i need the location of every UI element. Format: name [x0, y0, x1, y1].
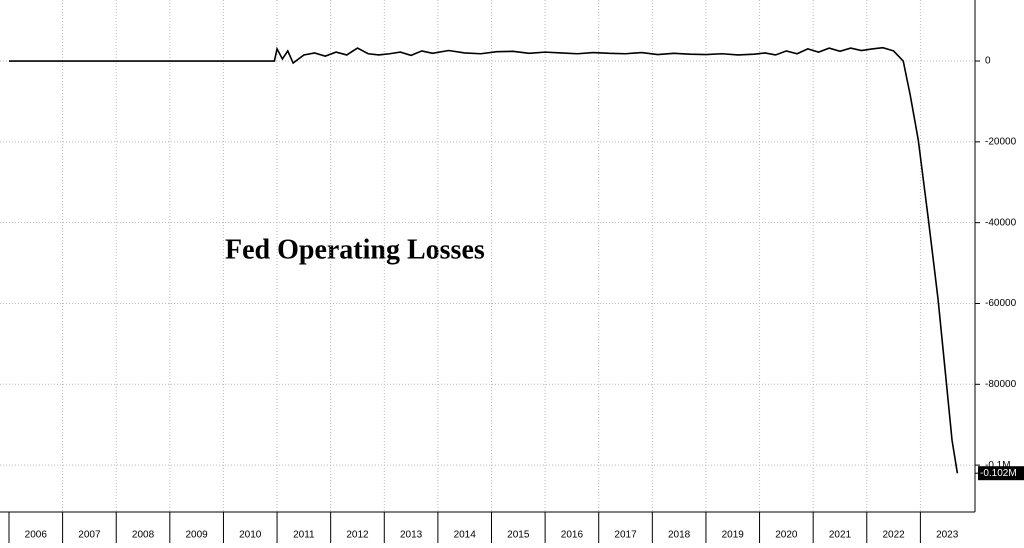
line: [9, 46, 959, 474]
x-tick-label: 2020: [775, 530, 798, 541]
x-tick-label: 2016: [561, 530, 584, 541]
x-tick-label: 2021: [829, 530, 852, 541]
x-tick-label: 2018: [668, 530, 691, 541]
x-tick-label: 2011: [293, 530, 315, 541]
x-tick-label: 2013: [400, 530, 423, 541]
x-tick-label: 2010: [239, 530, 262, 541]
x-tick-label: 2008: [132, 530, 155, 541]
x-tick-label: 2022: [882, 530, 905, 541]
x-tick-label: 2023: [936, 530, 959, 541]
x-tick-label: 2017: [614, 530, 637, 541]
y-tick-label: 0: [985, 56, 991, 67]
value-label: -0.102M: [980, 468, 1017, 479]
x-tick-label: 2006: [25, 530, 48, 541]
y-tick-label: -20000: [985, 136, 1017, 147]
value-label-box: [978, 466, 1024, 481]
y-tick-label: -80000: [985, 379, 1017, 390]
y-tick-label: -0.1M: [985, 460, 1011, 471]
x-tick-label: 2019: [722, 530, 745, 541]
annotation: Fed Operating Losses: [225, 234, 485, 265]
x-tick-label: 2007: [78, 530, 101, 541]
x-tick-label: 2012: [346, 530, 369, 541]
x-tick-label: 2009: [186, 530, 209, 541]
x-tick-label: 2015: [507, 530, 530, 541]
y-tick-label: -40000: [985, 217, 1017, 228]
x-tick-label: 2014: [454, 530, 477, 541]
y-tick-label: -60000: [985, 298, 1017, 309]
